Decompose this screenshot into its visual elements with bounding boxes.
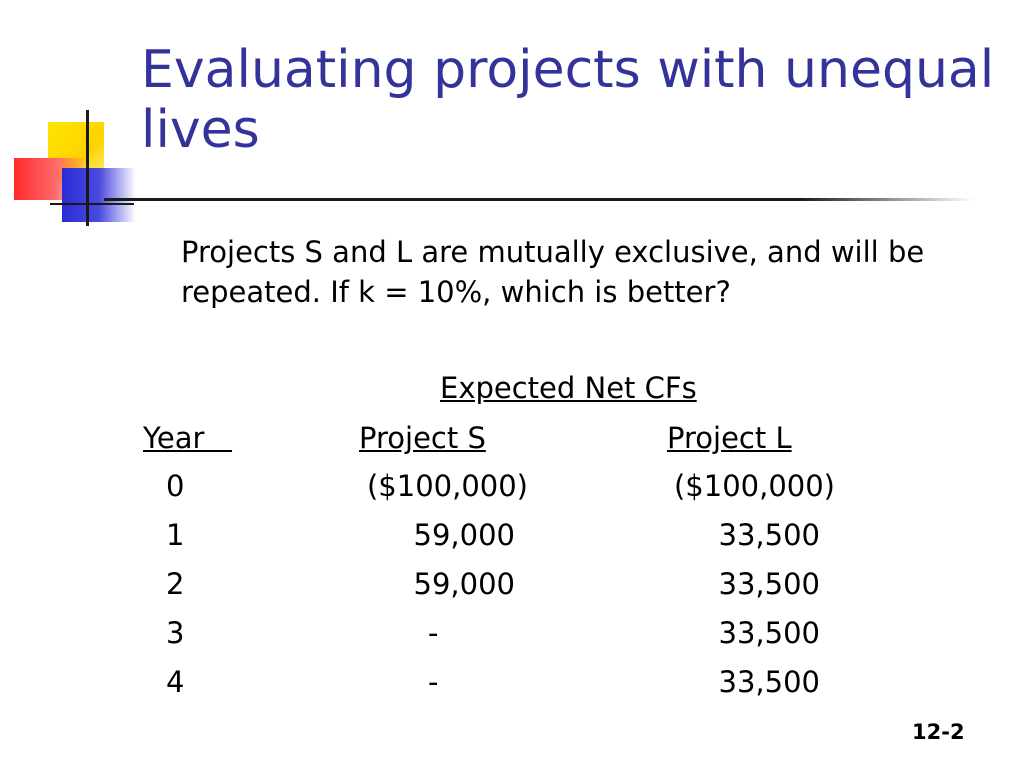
cell-year: 4 bbox=[166, 665, 185, 699]
table-row: 1 59,000 33,500 bbox=[0, 515, 1024, 563]
cell-project-s: 59,000 bbox=[413, 567, 515, 601]
cell-project-l: 33,500 bbox=[718, 567, 820, 601]
cell-project-l: ($100,000) bbox=[673, 469, 835, 503]
cell-year: 3 bbox=[166, 616, 185, 650]
table-row: 3 - 33,500 bbox=[0, 613, 1024, 661]
decor-vertical-line bbox=[86, 110, 89, 226]
table-row: 4 - 33,500 bbox=[0, 662, 1024, 710]
decor-horizontal-line bbox=[50, 203, 134, 205]
cell-project-s: - bbox=[428, 665, 439, 699]
cell-year: 0 bbox=[166, 469, 185, 503]
intro-text: Projects S and L are mutually exclusive,… bbox=[181, 235, 925, 309]
column-header-project-s: Project S bbox=[359, 421, 486, 455]
cell-project-s: ($100,000) bbox=[366, 469, 528, 503]
cell-project-l: 33,500 bbox=[718, 518, 820, 552]
cell-project-s: - bbox=[428, 616, 439, 650]
cell-year: 1 bbox=[166, 518, 185, 552]
cell-project-s: 59,000 bbox=[413, 518, 515, 552]
cell-year: 2 bbox=[166, 567, 185, 601]
title-underline-rule bbox=[104, 198, 974, 201]
cell-project-l: 33,500 bbox=[718, 665, 820, 699]
table-row: 0 ($100,000) ($100,000) bbox=[0, 466, 1024, 514]
cell-project-l: 33,500 bbox=[718, 616, 820, 650]
slide-title: Evaluating projects with unequal lives bbox=[141, 40, 995, 160]
table-group-header: Expected Net CFs bbox=[440, 371, 697, 405]
column-header-year: Year bbox=[143, 421, 233, 455]
slide-number: 12-2 bbox=[912, 720, 965, 744]
column-header-project-l: Project L bbox=[667, 421, 792, 455]
decor-blue-square bbox=[62, 168, 136, 222]
table-row: 2 59,000 33,500 bbox=[0, 564, 1024, 612]
